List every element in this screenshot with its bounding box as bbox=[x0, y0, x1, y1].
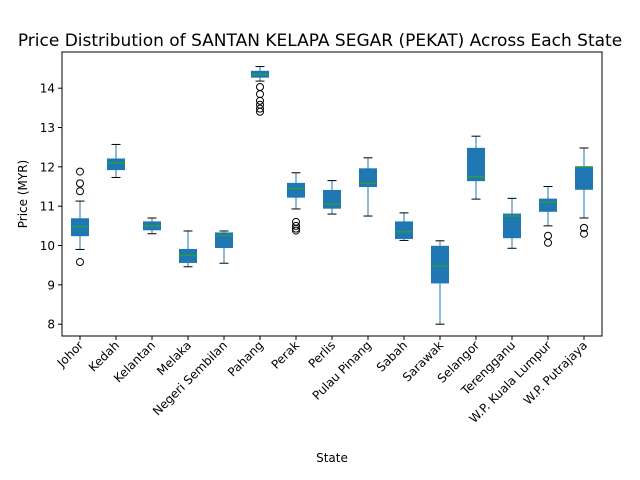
box-iqr bbox=[107, 158, 125, 171]
x-tick-label: Perlis bbox=[306, 338, 339, 371]
box-iqr bbox=[323, 189, 341, 209]
outlier-point bbox=[76, 167, 84, 176]
x-tick-label: Pahang bbox=[225, 338, 266, 379]
x-axis-label: State bbox=[316, 451, 348, 465]
outlier-point bbox=[292, 221, 300, 230]
outlier-point bbox=[76, 258, 84, 267]
outlier-point bbox=[580, 223, 588, 232]
box-iqr bbox=[503, 213, 521, 239]
x-tick-label: Perak bbox=[269, 338, 303, 372]
outlier-point bbox=[292, 226, 300, 235]
y-tick-label: 10 bbox=[40, 239, 55, 253]
outlier-point bbox=[256, 90, 264, 99]
box-iqr bbox=[539, 198, 557, 212]
outlier-point bbox=[544, 231, 552, 240]
outlier-point bbox=[292, 217, 300, 226]
outlier-point bbox=[256, 100, 264, 109]
box-iqr bbox=[215, 232, 233, 248]
y-tick-label: 11 bbox=[40, 200, 55, 214]
y-tick-label: 12 bbox=[40, 160, 55, 174]
outlier-point bbox=[76, 179, 84, 188]
outlier-point bbox=[256, 83, 264, 92]
box-iqr bbox=[395, 221, 413, 239]
box-iqr bbox=[287, 182, 305, 198]
outlier-point bbox=[76, 187, 84, 196]
y-axis-label: Price (MYR) bbox=[16, 160, 30, 228]
y-tick-label: 9 bbox=[47, 278, 55, 292]
y-tick-label: 8 bbox=[47, 318, 55, 332]
box-iqr bbox=[431, 245, 449, 284]
y-tick-label: 14 bbox=[40, 82, 55, 96]
x-tick-label: W.P. Putrajaya bbox=[521, 338, 590, 407]
outlier-point bbox=[544, 238, 552, 247]
outlier-point bbox=[256, 104, 264, 113]
box-iqr bbox=[575, 166, 593, 190]
box-iqr bbox=[359, 168, 377, 188]
plot-frame bbox=[61, 51, 603, 337]
outlier-point bbox=[580, 229, 588, 238]
y-tick-label: 13 bbox=[40, 121, 55, 135]
box-iqr bbox=[467, 147, 485, 182]
chart-title: Price Distribution of SANTAN KELAPA SEGA… bbox=[18, 31, 622, 51]
x-tick-label: Johor bbox=[54, 338, 86, 370]
